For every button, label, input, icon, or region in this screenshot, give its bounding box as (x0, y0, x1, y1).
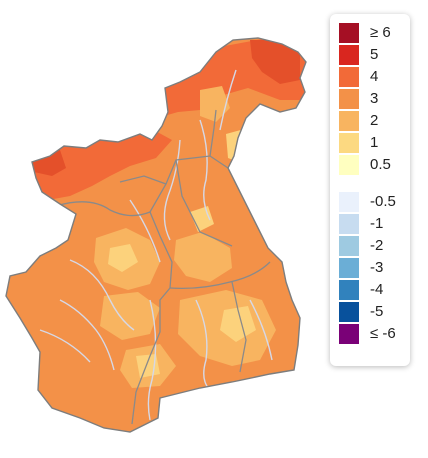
legend-label: -1 (370, 215, 384, 232)
legend-swatch (339, 236, 359, 256)
river-line (147, 299, 157, 421)
legend-label: 4 (370, 68, 379, 85)
river-line (219, 69, 237, 131)
legend-label: -5 (370, 303, 384, 320)
legend-swatch (339, 258, 359, 278)
legend-item: 1 (339, 132, 409, 154)
river-line (129, 199, 161, 263)
legend-swatch (339, 192, 359, 212)
legend-item: 2 (339, 110, 409, 132)
legend-item: ≥ 6 (339, 22, 409, 44)
province-boundary (169, 261, 271, 290)
legend-swatch (339, 155, 359, 175)
anomaly-zone-2-c (174, 232, 232, 282)
river-line (195, 299, 211, 391)
legend-swatch (339, 89, 359, 109)
legend-label: 5 (370, 46, 379, 63)
river-line (69, 259, 135, 331)
legend-item: 5 (339, 44, 409, 66)
legend-item: -4 (339, 279, 409, 301)
legend-label: -2 (370, 237, 384, 254)
river-line (39, 329, 91, 363)
legend-swatch (339, 133, 359, 153)
legend-item: -3 (339, 257, 409, 279)
anomaly-zone-2-b (100, 292, 160, 340)
legend-label: -0.5 (370, 193, 396, 210)
legend-item: 4 (339, 66, 409, 88)
anomaly-zone-1-a (226, 128, 256, 164)
province-boundary (209, 109, 217, 157)
river-network (39, 69, 273, 421)
legend-swatch (339, 111, 359, 131)
color-legend: ≥ 6 5 4 3 2 1 0.5 -0.5 -1 -2 -3 -4 -5 ≤ -6 (330, 14, 410, 366)
anomaly-zone-1-b (190, 206, 214, 232)
legend-item: -2 (339, 235, 409, 257)
province-boundary (131, 211, 173, 425)
legend-item: -1 (339, 213, 409, 235)
legend-swatch (339, 23, 359, 43)
legend-swatch (339, 324, 359, 344)
river-line (163, 139, 181, 241)
anomaly-zone-1-d (220, 306, 256, 342)
legend-item: 3 (339, 88, 409, 110)
legend-swatch (339, 45, 359, 65)
province-boundary (231, 281, 247, 373)
legend-label: ≥ 6 (370, 24, 391, 41)
legend-label: -3 (370, 259, 384, 276)
legend-item: -0.5 (339, 191, 409, 213)
legend-swatch (339, 302, 359, 322)
legend-swatch (339, 214, 359, 234)
legend-swatch (339, 67, 359, 87)
legend-label: 1 (370, 134, 379, 151)
anomaly-zone-1-c (108, 244, 138, 272)
river-line (59, 299, 115, 371)
province-boundary (119, 175, 167, 185)
legend-item: ≤ -6 (339, 323, 409, 345)
legend-label: 0.5 (370, 156, 391, 173)
legend-label: ≤ -6 (370, 325, 396, 342)
anomaly-zone-1-e (136, 354, 160, 378)
province-boundary (175, 159, 233, 247)
legend-swatch (339, 280, 359, 300)
legend-item: -5 (339, 301, 409, 323)
river-line (249, 299, 273, 361)
anomaly-zone-2-f (200, 86, 230, 122)
legend-label: 3 (370, 90, 379, 107)
province-boundaries (55, 109, 271, 425)
anomaly-zone-5-north (250, 40, 300, 84)
legend-item: 0.5 (339, 154, 409, 176)
legend-label: -4 (370, 281, 384, 298)
legend-label: 2 (370, 112, 379, 129)
river-line (199, 119, 211, 221)
